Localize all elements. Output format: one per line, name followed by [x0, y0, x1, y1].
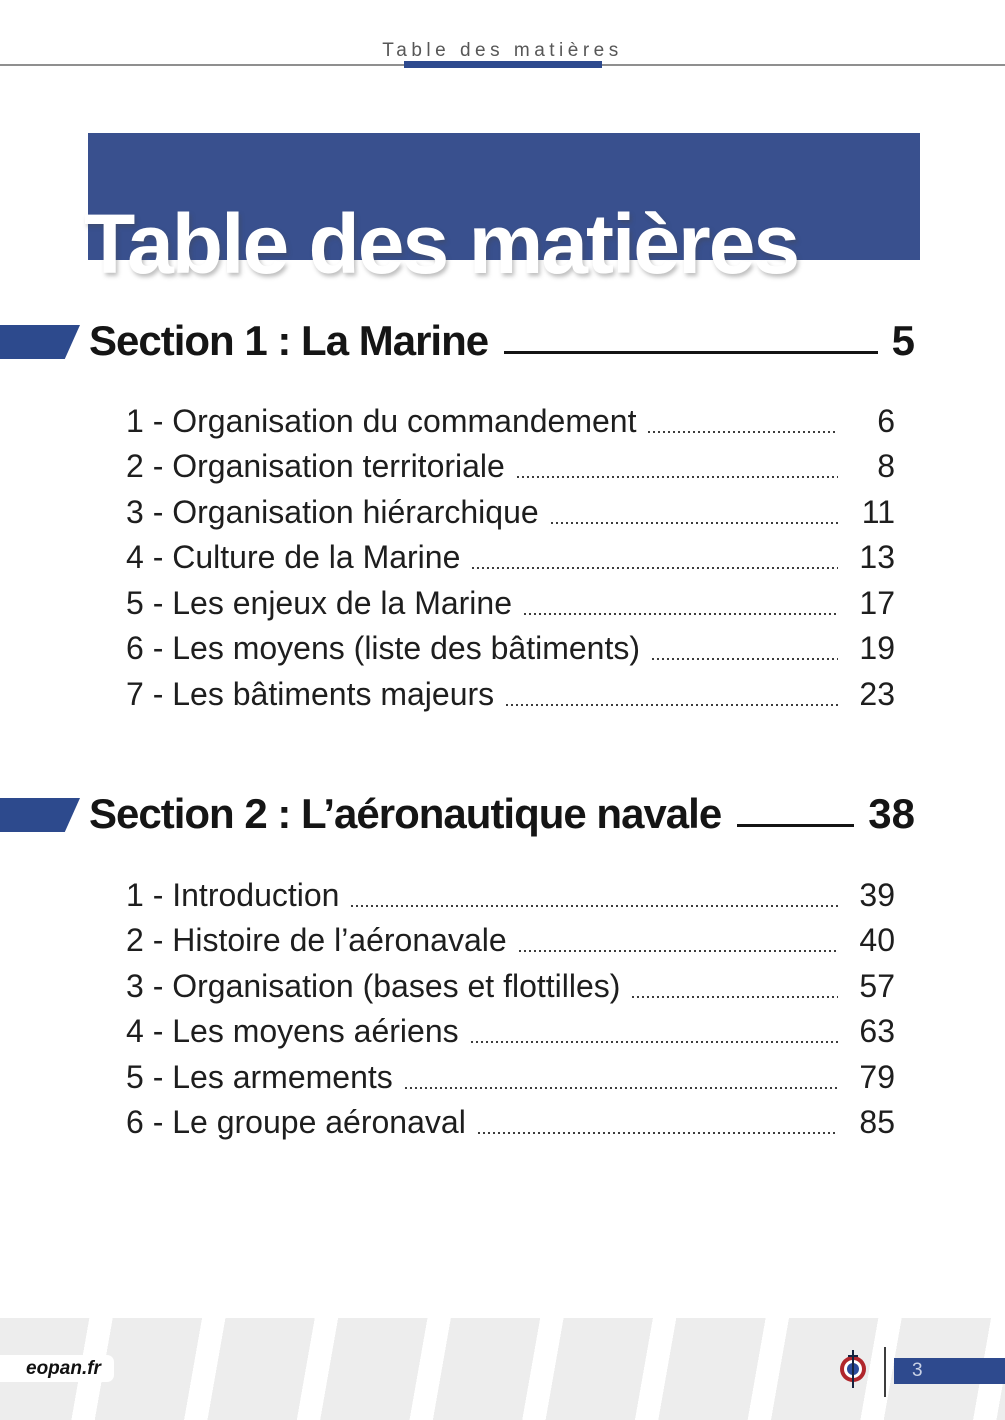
toc-entry-label[interactable]: 1 - Organisation du commandement: [126, 402, 637, 439]
dotted-leader: [651, 658, 838, 660]
section-1-page-number[interactable]: 5: [891, 317, 915, 364]
toc-entry-page[interactable]: 79: [859, 1058, 895, 1095]
header-rule-accent: [404, 61, 602, 68]
section-1-header[interactable]: Section 1 : La Marine 5: [0, 320, 915, 362]
toc-entry-page[interactable]: 19: [859, 630, 895, 667]
toc-entry-page[interactable]: 85: [859, 1104, 895, 1141]
dotted-leader: [470, 1041, 838, 1043]
section-1-title[interactable]: Section 1 : La Marine: [89, 317, 489, 364]
toc-entry[interactable]: 2 - Organisation territoriale 8: [126, 440, 895, 486]
leader-line: [504, 351, 878, 354]
toc-entry-label[interactable]: 6 - Le groupe aéronaval: [126, 1104, 466, 1141]
toc-entry-label[interactable]: 7 - Les bâtiments majeurs: [126, 675, 495, 712]
toc-entry[interactable]: 1 - Organisation du commandement 6: [126, 394, 895, 440]
toc-entry-page[interactable]: 11: [861, 493, 895, 530]
section-2-page-number[interactable]: 38: [868, 790, 915, 837]
section-2-item-list: 1 - Introduction 39 2 - Histoire de l’aé…: [126, 868, 895, 1141]
dotted-leader: [632, 995, 838, 998]
toc-entry[interactable]: 4 - Les moyens aériens 63: [126, 1005, 895, 1051]
toc-entry-page[interactable]: 63: [859, 1013, 895, 1050]
toc-entry-page[interactable]: 17: [859, 584, 895, 621]
site-link-box[interactable]: eopan.fr: [0, 1355, 114, 1382]
leader-line: [737, 824, 855, 827]
dotted-leader: [518, 950, 838, 952]
anchor-icon: [852, 1350, 854, 1388]
dotted-leader: [506, 703, 838, 706]
toc-entry[interactable]: 7 - Les bâtiments majeurs 23: [126, 667, 895, 713]
toc-entry-page[interactable]: 23: [859, 675, 895, 712]
section-ribbon-icon: [0, 798, 80, 832]
toc-entry[interactable]: 1 - Introduction 39: [126, 868, 895, 914]
toc-entry[interactable]: 3 - Organisation hiérarchique 11: [126, 485, 895, 531]
toc-entry-label[interactable]: 3 - Organisation (bases et flottilles): [126, 967, 621, 1004]
running-header-title: Table des matières: [382, 40, 623, 61]
toc-entry-label[interactable]: 4 - Les moyens aériens: [126, 1013, 459, 1050]
title-banner: Table des matières: [84, 133, 920, 286]
toc-entry-page[interactable]: 13: [859, 539, 895, 576]
toc-entry[interactable]: 5 - Les enjeux de la Marine 17: [126, 576, 895, 622]
page-title: Table des matières: [84, 197, 800, 291]
toc-entry-page[interactable]: 40: [859, 922, 895, 959]
toc-entry[interactable]: 3 - Organisation (bases et flottilles) 5…: [126, 959, 895, 1005]
dotted-leader: [550, 521, 838, 524]
toc-entry-label[interactable]: 2 - Histoire de l’aéronavale: [126, 922, 507, 959]
page-number-box: 3: [894, 1358, 1005, 1384]
dotted-leader: [524, 612, 838, 615]
toc-entry-label[interactable]: 4 - Culture de la Marine: [126, 539, 461, 576]
toc-entry-label[interactable]: 5 - Les armements: [126, 1058, 393, 1095]
dotted-leader: [404, 1086, 838, 1089]
toc-entry-label[interactable]: 3 - Organisation hiérarchique: [126, 493, 539, 530]
section-2-title[interactable]: Section 2 : L’aéronautique navale: [89, 790, 722, 837]
toc-entry-page[interactable]: 6: [877, 402, 895, 439]
toc-entry[interactable]: 6 - Les moyens (liste des bâtiments) 19: [126, 622, 895, 668]
toc-entry[interactable]: 5 - Les armements 79: [126, 1050, 895, 1096]
dotted-leader: [351, 904, 838, 907]
section-2-header[interactable]: Section 2 : L’aéronautique navale 38: [0, 793, 915, 835]
page-footer: eopan.fr 3: [0, 1318, 1005, 1420]
dotted-leader: [648, 430, 838, 433]
toc-entry-label[interactable]: 1 - Introduction: [126, 876, 340, 913]
section-1-item-list: 1 - Organisation du commandement 6 2 - O…: [126, 394, 895, 713]
toc-entry[interactable]: 2 - Histoire de l’aéronavale 40: [126, 914, 895, 960]
toc-entry-page[interactable]: 8: [877, 448, 895, 485]
dotted-leader: [477, 1132, 838, 1134]
toc-entry-page[interactable]: 39: [859, 876, 895, 913]
toc-entry-label[interactable]: 5 - Les enjeux de la Marine: [126, 584, 512, 621]
toc-entry[interactable]: 6 - Le groupe aéronaval 85: [126, 1096, 895, 1142]
toc-entry[interactable]: 4 - Culture de la Marine 13: [126, 531, 895, 577]
dotted-leader: [472, 567, 838, 569]
toc-entry-label[interactable]: 6 - Les moyens (liste des bâtiments): [126, 630, 640, 667]
toc-entry-page[interactable]: 57: [859, 967, 895, 1004]
page-number: 3: [912, 1360, 923, 1381]
section-ribbon-icon: [0, 325, 80, 359]
site-link[interactable]: eopan.fr: [26, 1358, 101, 1379]
dotted-leader: [516, 476, 838, 478]
footer-divider: [884, 1347, 886, 1397]
toc-entry-label[interactable]: 2 - Organisation territoriale: [126, 448, 505, 485]
